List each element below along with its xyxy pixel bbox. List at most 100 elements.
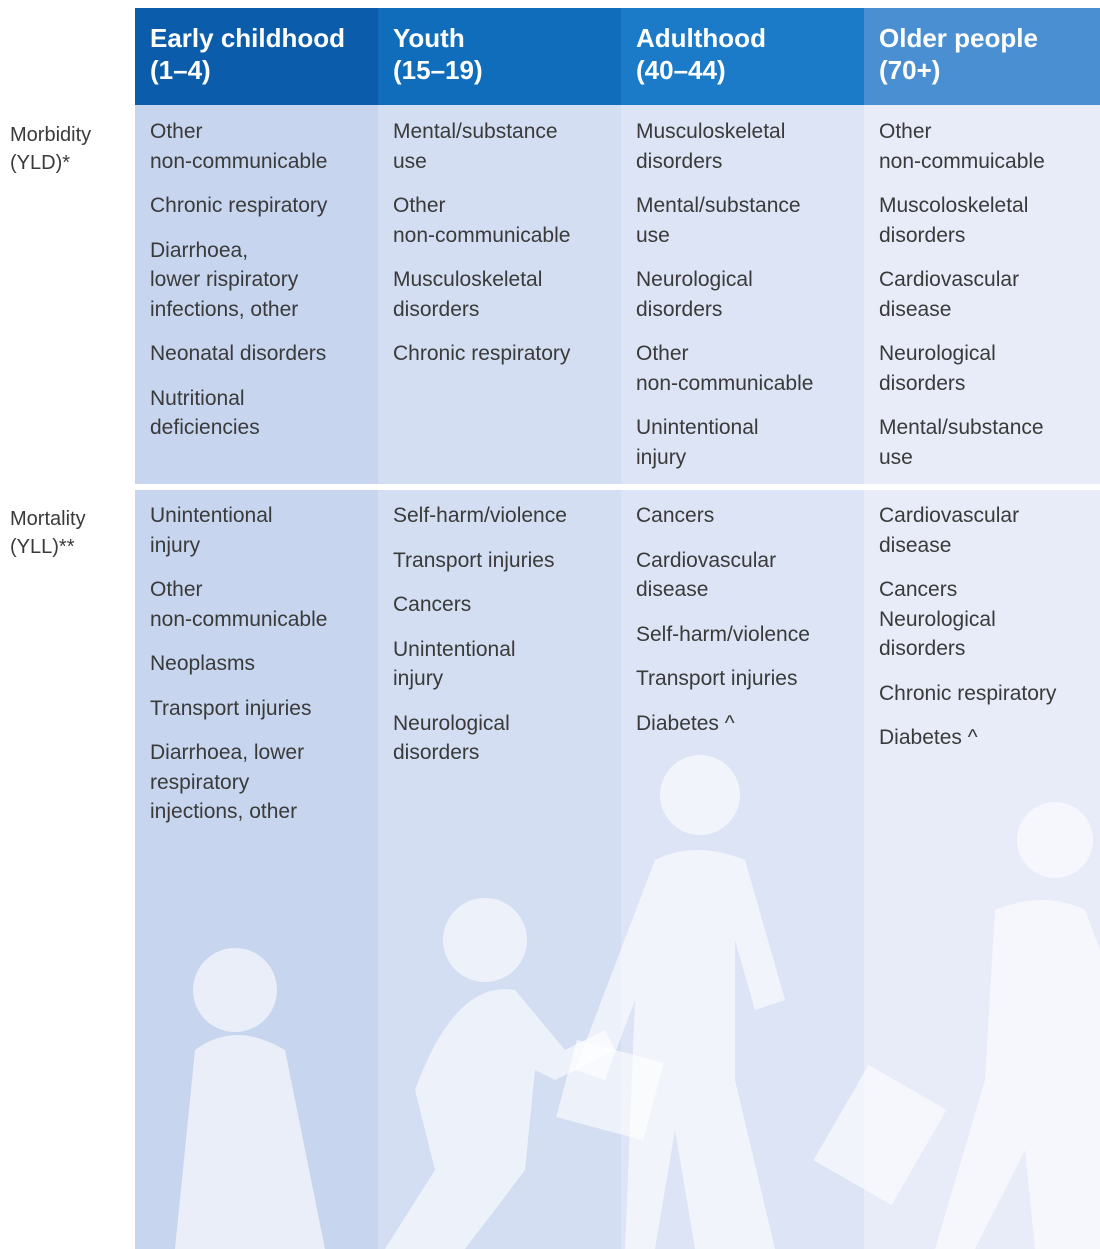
item-line: disease bbox=[636, 578, 709, 601]
list-item: Other non-communicable bbox=[150, 117, 374, 176]
list-item: Self-harm/violence bbox=[393, 501, 617, 531]
list-item: Diarrhoea, lower rispiratory infections, o… bbox=[150, 236, 374, 325]
item-line: Transport injuries bbox=[150, 696, 312, 720]
item-line: Other bbox=[636, 342, 689, 365]
morbidity-cell: Mental/substance use Other non-communicable… bbox=[393, 117, 617, 384]
list-item: Nutritional deficiencies bbox=[150, 384, 374, 443]
list-item: Musculoskeletal disorders bbox=[393, 265, 617, 324]
list-item: Mental/substance use bbox=[879, 413, 1096, 472]
list-item: Self-harm/violence bbox=[636, 620, 860, 650]
item-line: Nutritional bbox=[150, 386, 245, 410]
list-item: Diarrhoea, lower respiratory injections, o… bbox=[150, 738, 374, 827]
item-line: Neoplasms bbox=[150, 652, 256, 675]
item-line: disorders bbox=[636, 149, 723, 173]
list-item: Unintentional injury bbox=[636, 413, 860, 472]
item-line: Cancers bbox=[393, 593, 472, 616]
item-line: Mental/substance bbox=[393, 120, 558, 143]
item-line: Chronic respiratory bbox=[150, 194, 328, 217]
item-line: Neurological bbox=[393, 711, 510, 735]
list-item: Other non-communicable bbox=[150, 575, 374, 634]
item-line: Diabetes ^ bbox=[879, 726, 978, 749]
list-item: Neoplasms bbox=[150, 649, 374, 679]
row-label-line: (YLD)* bbox=[10, 152, 71, 174]
item-line: use bbox=[636, 223, 670, 247]
list-item: Neurological disorders bbox=[879, 339, 1096, 398]
list-item: Cardiovascular disease bbox=[879, 265, 1096, 324]
list-item: Muscoloskeletal disorders bbox=[879, 191, 1096, 250]
list-item: Chronic respiratory bbox=[393, 339, 617, 369]
item-line: Diabetes ^ bbox=[636, 711, 735, 735]
list-item: Cardiovascular disease bbox=[879, 501, 1096, 560]
list-item: Neurological disorders bbox=[636, 265, 860, 324]
header-title: Adulthood bbox=[636, 23, 766, 53]
item-line: disorders bbox=[879, 371, 966, 395]
item-line: Cardiovascular bbox=[636, 548, 777, 572]
item-line: Self-harm/violence bbox=[393, 504, 567, 527]
header-range: (15–19) bbox=[393, 55, 483, 85]
item-line: Muscoloskeletal bbox=[879, 194, 1029, 217]
header-range: (70+) bbox=[879, 55, 941, 85]
item-line: Chronic respiratory bbox=[879, 681, 1057, 705]
mortality-cell: Unintentional injury Other non-communicable… bbox=[150, 501, 374, 842]
list-item: Diabetes ^ bbox=[879, 723, 1096, 753]
item-line: non-communicable bbox=[393, 223, 571, 247]
item-line: disease bbox=[879, 297, 952, 321]
list-item: Mental/substance use bbox=[393, 117, 617, 176]
list-item: Chronic respiratory bbox=[150, 191, 374, 221]
item-line: disorders bbox=[879, 223, 966, 247]
item-line: Unintentional bbox=[393, 637, 516, 661]
list-item: Neurological disorders bbox=[393, 709, 617, 768]
mortality-cell: Cancers Cardiovascular disease Self-harm/vi… bbox=[636, 501, 860, 753]
item-line: Neurological bbox=[879, 607, 996, 631]
column-header: Early childhood (1–4) bbox=[135, 8, 378, 105]
item-line: Transport injuries bbox=[636, 667, 798, 690]
item-line: Other bbox=[393, 194, 446, 217]
list-item: Other non-communicable bbox=[393, 191, 617, 250]
item-line: non-communicable bbox=[150, 607, 328, 631]
row-label-line: Morbidity bbox=[10, 124, 92, 146]
item-line: Unintentional bbox=[636, 416, 759, 439]
item-line: Other bbox=[879, 120, 932, 143]
item-line: Self-harm/violence bbox=[636, 622, 810, 646]
header-title: Older people bbox=[879, 23, 1038, 53]
row-label: Mortality (YLL)** bbox=[10, 505, 86, 561]
item-line: disorders bbox=[393, 741, 480, 764]
item-line: lower rispiratory bbox=[150, 268, 299, 291]
item-line: infections, other bbox=[150, 297, 299, 321]
list-item: Cancers bbox=[393, 590, 617, 620]
list-item: Mental/substance use bbox=[636, 191, 860, 250]
list-item: Unintentional injury bbox=[150, 501, 374, 560]
list-item: Transport injuries bbox=[150, 694, 374, 724]
item-line: disorders bbox=[879, 637, 966, 660]
item-line: non-communicable bbox=[636, 371, 814, 395]
row-label: Morbidity (YLD)* bbox=[10, 121, 91, 177]
item-line: Mental/substance bbox=[636, 194, 801, 217]
list-item: Cardiovascular disease bbox=[636, 546, 860, 605]
item-line: use bbox=[879, 445, 913, 469]
item-line: injury bbox=[393, 667, 444, 690]
row-label-line: (YLL)** bbox=[10, 536, 75, 558]
item-line: Unintentional bbox=[150, 504, 273, 527]
row-separator bbox=[135, 484, 1100, 490]
item-line: Mental/substance bbox=[879, 416, 1044, 439]
list-item: Musculoskeletal disorders bbox=[636, 117, 860, 176]
item-line: Transport injuries bbox=[393, 548, 555, 572]
item-line: disorders bbox=[393, 297, 480, 321]
list-item: Other non-communicable bbox=[636, 339, 860, 398]
item-line: use bbox=[393, 149, 427, 173]
list-item: Chronic respiratory bbox=[879, 679, 1096, 709]
header-title: Early childhood bbox=[150, 23, 346, 53]
morbidity-cell: Other non-commuicable Muscoloskeletal disor… bbox=[879, 117, 1096, 487]
list-item: Transport injuries bbox=[393, 546, 617, 576]
item-line: Neurological bbox=[879, 342, 996, 365]
item-line: Cardiovascular bbox=[879, 268, 1020, 291]
list-item: Transport injuries bbox=[636, 664, 860, 694]
item-line: Musculoskeletal bbox=[393, 268, 543, 291]
header-range: (40–44) bbox=[636, 55, 726, 85]
item-line: Cancers bbox=[636, 504, 715, 527]
header-range: (1–4) bbox=[150, 55, 211, 85]
list-item: Cancers bbox=[636, 501, 860, 531]
morbidity-cell: Musculoskeletal disorders Mental/substance… bbox=[636, 117, 860, 487]
item-line: injury bbox=[636, 445, 687, 469]
